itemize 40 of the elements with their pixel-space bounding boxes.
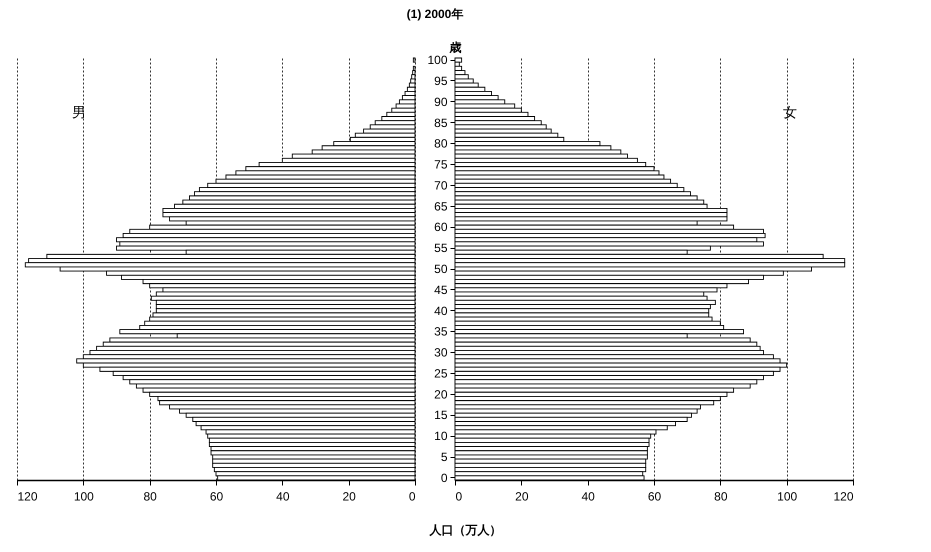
- x-tick-label: 20: [515, 490, 529, 504]
- x-tick-label: 20: [342, 490, 356, 504]
- y-tick-label: 45: [434, 282, 448, 297]
- y-tick-label: 75: [434, 158, 448, 172]
- y-tick-label: 50: [434, 262, 448, 276]
- x-tick-label: 100: [74, 490, 94, 504]
- y-tick-label: 35: [434, 324, 448, 339]
- y-tick-label: 65: [434, 199, 448, 214]
- y-tick-label: 40: [434, 304, 448, 318]
- text: 男: [72, 104, 86, 120]
- x-tick-label: 100: [777, 490, 798, 504]
- y-tick-label: 80: [434, 136, 448, 151]
- x-tick-label: 60: [648, 490, 662, 504]
- y-tick-label: 30: [434, 346, 448, 360]
- y-tick-label: 20: [434, 387, 448, 402]
- x-tick-label: 40: [581, 490, 596, 504]
- x-tick-label: 120: [833, 490, 854, 504]
- y-tick-label: 60: [434, 220, 448, 234]
- y-tick-label: 100: [427, 53, 448, 68]
- x-tick-label: 0: [456, 490, 462, 504]
- y-tick-label: 25: [434, 366, 448, 380]
- x-tick-label: 60: [210, 490, 224, 504]
- y-tick-label: 85: [434, 116, 448, 130]
- x-tick-label: 40: [276, 490, 290, 504]
- chart-title: (1) 2000年: [406, 7, 464, 21]
- y-tick-label: 15: [434, 408, 448, 422]
- y-tick-label: 55: [434, 241, 448, 256]
- x-tick-label: 0: [408, 490, 416, 504]
- x-tick-label: 120: [18, 490, 38, 504]
- text: 女: [783, 104, 797, 120]
- y-tick-label: 70: [434, 178, 448, 192]
- y-tick-label: 95: [434, 74, 448, 88]
- y-axis-title: 歳: [448, 40, 462, 54]
- x-tick-label: 80: [714, 490, 728, 504]
- y-tick-label: 5: [440, 450, 448, 464]
- y-tick-label: 90: [434, 94, 448, 109]
- x-tick-label: 80: [143, 490, 158, 504]
- y-tick-label: 0: [440, 470, 448, 485]
- x-axis-title: 人口（万人）: [428, 522, 502, 539]
- y-tick-label: 10: [434, 429, 448, 444]
